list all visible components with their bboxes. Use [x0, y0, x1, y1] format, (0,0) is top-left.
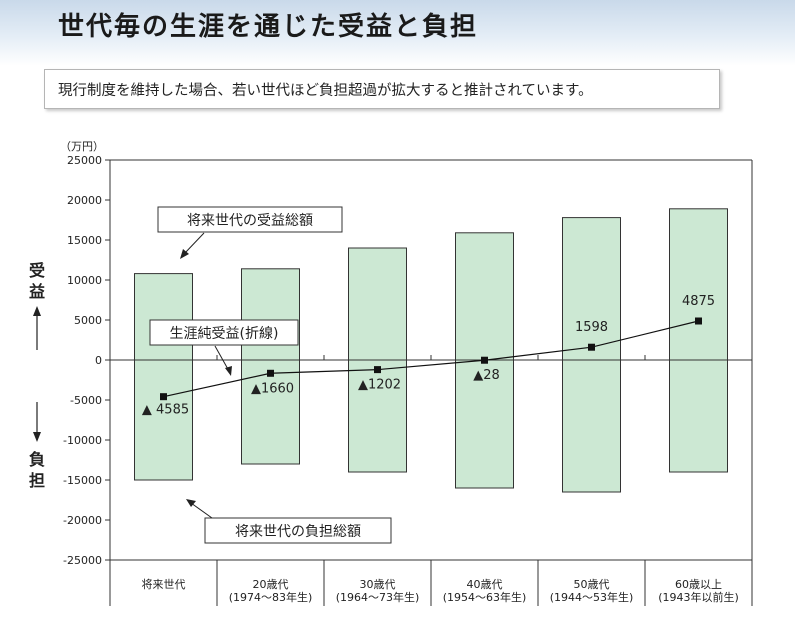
- benefit-label-char-1: 受: [29, 261, 45, 280]
- bar-2: [241, 268, 300, 465]
- annotation-net-benefit: 生涯純受益(折線): [149, 319, 299, 376]
- x-category-sublabel: (1954〜63年生): [443, 590, 527, 604]
- y-axis-ticks: 25000 20000 15000 10000 5000 0 -5000 -10000 -150…: [63, 154, 110, 567]
- net-benefit-point: [374, 366, 381, 374]
- annotation-benefit-text: 将来世代の受益総額: [187, 213, 313, 229]
- net-benefit-value-label: 4875: [682, 294, 715, 309]
- x-category-sublabel: (1974〜83年生): [229, 590, 313, 604]
- net-benefit-point: [695, 317, 702, 325]
- benefit-label-char-2: 益: [29, 282, 45, 301]
- y-tick-label: 0: [95, 354, 102, 367]
- bar-1: [134, 273, 193, 481]
- zero-line-ticks: [216, 355, 646, 360]
- net-benefit-value-label: ▲1202: [358, 378, 401, 393]
- y-tick-label: 5000: [74, 314, 102, 327]
- burden-label-char-1: 負: [29, 450, 45, 469]
- x-category-sublabel: (1964〜73年生): [336, 590, 420, 604]
- y-unit-label: （万円）: [60, 140, 104, 153]
- bar-5: [562, 217, 621, 493]
- page-title: 世代毎の生涯を通じた受益と負担: [58, 12, 479, 42]
- net-benefit-value-label: ▲1660: [251, 381, 294, 396]
- annotation-net-text: 生涯純受益(折線): [170, 326, 279, 342]
- x-category-label: 40歳代: [467, 578, 503, 591]
- annotation-burden-total: 将来世代の負担総額: [186, 499, 392, 544]
- net-benefit-point: [481, 356, 488, 364]
- burden-axis-label: 負 担: [29, 402, 45, 490]
- net-benefit-value-label: ▲28: [473, 368, 500, 383]
- y-tick-label: 15000: [67, 234, 102, 247]
- y-tick-label: 25000: [67, 154, 102, 167]
- burden-arrow-head: [33, 432, 41, 442]
- annotation-burden-text: 将来世代の負担総額: [235, 524, 361, 540]
- benefit-axis-label: 受 益: [29, 261, 45, 350]
- net-benefit-point: [267, 369, 274, 377]
- y-tick-label: -20000: [63, 514, 102, 527]
- y-tick-label: -5000: [70, 394, 102, 407]
- net-benefit-point: [588, 343, 595, 351]
- annotation-benefit-box: [157, 206, 343, 233]
- x-category-sublabel: (1943年以前生): [658, 590, 739, 604]
- annotation-burden-arrowhead: [186, 499, 196, 507]
- y-tick-label: 10000: [67, 274, 102, 287]
- net-benefit-value-label: ▲ 4585: [142, 403, 189, 418]
- annotation-burden-arrow: [190, 502, 213, 519]
- summary-note: 現行制度を維持した場合、若い世代ほど負担超過が拡大すると推計されています。: [44, 69, 720, 109]
- burden-label-char-2: 担: [29, 471, 45, 490]
- bars: [134, 208, 728, 493]
- net-benefit-point: [160, 393, 167, 401]
- bar-6: [669, 208, 728, 473]
- x-category-label: 30歳代: [360, 578, 396, 591]
- annotation-benefit-arrow: [183, 232, 205, 255]
- y-tick-label: 20000: [67, 194, 102, 207]
- annotation-burden-box: [204, 517, 392, 544]
- y-tick-label: -25000: [63, 554, 102, 567]
- x-category-label: 50歳代: [574, 578, 610, 591]
- annotation-benefit-arrowhead: [180, 249, 189, 259]
- x-category-sublabel: (1944〜53年生): [550, 590, 634, 604]
- x-axis-categories: 将来世代 20歳代(1974〜83年生)30歳代(1964〜73年生)40歳代(1…: [109, 560, 753, 606]
- annotation-net-arrowhead: [225, 366, 232, 376]
- annotation-net-box: [149, 319, 299, 346]
- net-benefit-line: ▲ 4585 ▲1660 ▲1202 ▲28 1598 4875: [142, 294, 715, 418]
- y-tick-label: -15000: [63, 474, 102, 487]
- net-benefit-value-label: 1598: [575, 320, 608, 335]
- annotation-net-arrow: [214, 345, 230, 372]
- annotation-benefit-total: 将来世代の受益総額: [157, 206, 343, 259]
- benefit-arrow-head: [33, 306, 41, 316]
- y-tick-label: -10000: [63, 434, 102, 447]
- title-banner: 世代毎の生涯を通じた受益と負担: [0, 0, 795, 66]
- x-category-label: 60歳以上: [675, 578, 722, 591]
- net-benefit-polyline: [163, 320, 699, 398]
- x-category-label: 将来世代: [142, 578, 186, 591]
- x-category-label: 20歳代: [253, 578, 289, 591]
